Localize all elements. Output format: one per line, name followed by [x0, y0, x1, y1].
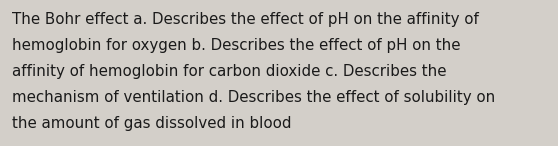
Text: The Bohr effect a. Describes the effect of pH on the affinity of: The Bohr effect a. Describes the effect …: [12, 12, 479, 27]
Text: mechanism of ventilation d. Describes the effect of solubility on: mechanism of ventilation d. Describes th…: [12, 90, 496, 105]
Text: hemoglobin for oxygen b. Describes the effect of pH on the: hemoglobin for oxygen b. Describes the e…: [12, 38, 461, 53]
Text: the amount of gas dissolved in blood: the amount of gas dissolved in blood: [12, 116, 292, 131]
Text: affinity of hemoglobin for carbon dioxide c. Describes the: affinity of hemoglobin for carbon dioxid…: [12, 64, 447, 79]
